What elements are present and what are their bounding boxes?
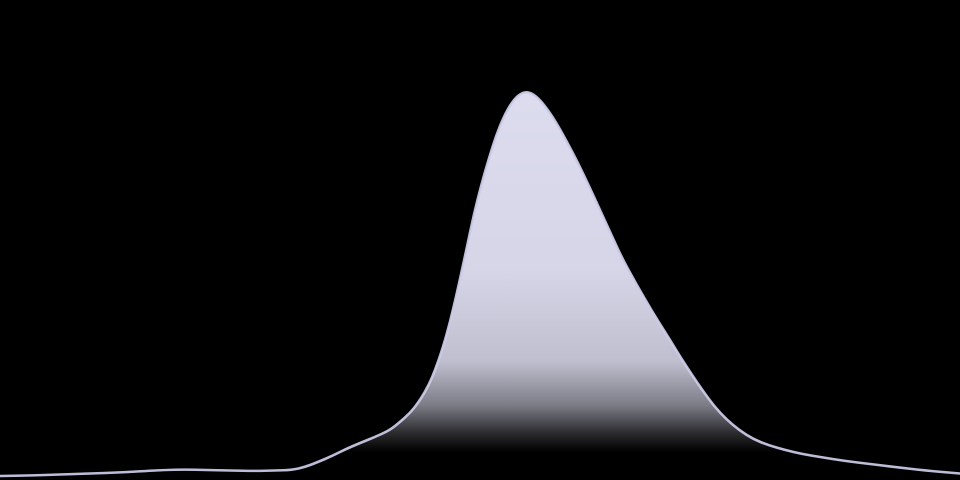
density-curve-line xyxy=(0,91,960,478)
density-area-fill xyxy=(0,92,960,480)
